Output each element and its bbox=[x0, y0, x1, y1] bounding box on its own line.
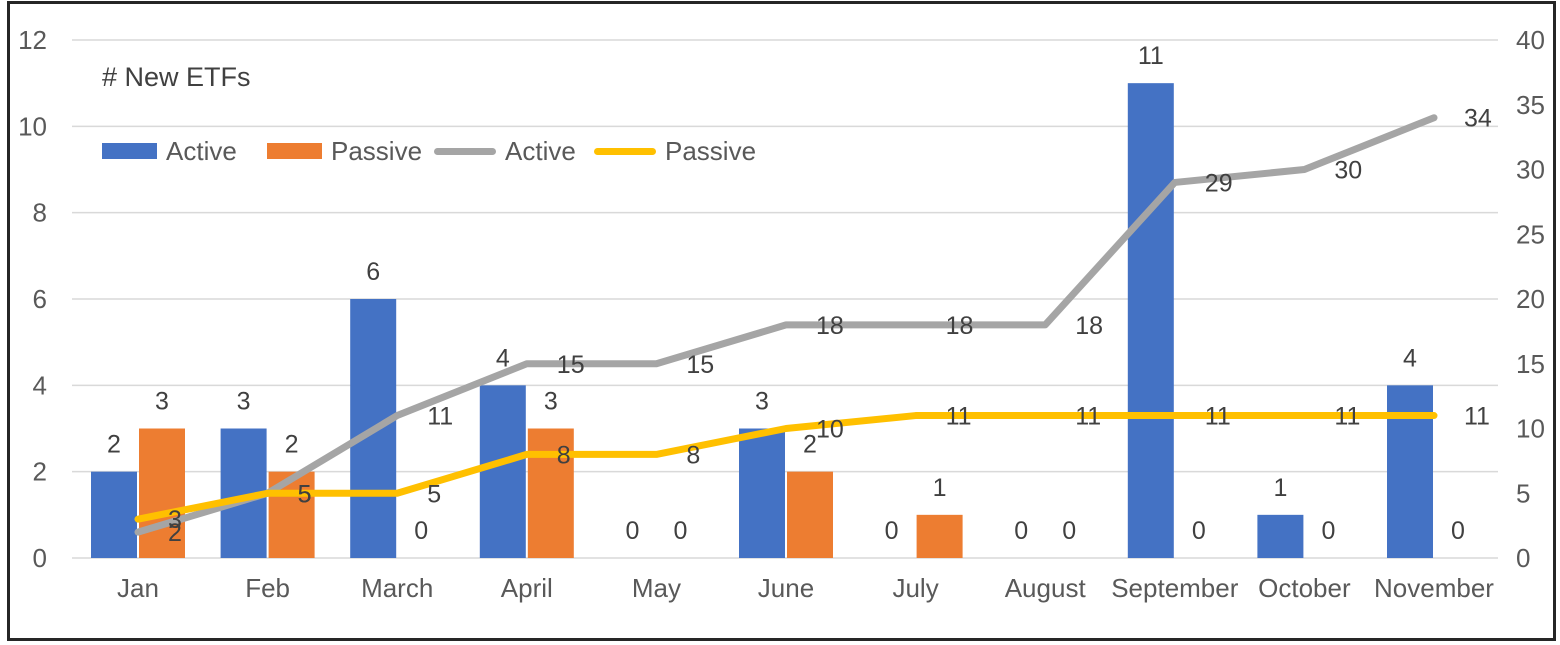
line-value-label: 11 bbox=[1464, 403, 1490, 431]
line-value-label: 30 bbox=[1334, 157, 1362, 185]
line-value-label: 18 bbox=[946, 312, 974, 340]
right-axis-tick-label: 5 bbox=[1516, 478, 1530, 508]
bar-value-label: 0 bbox=[1192, 517, 1206, 545]
bar-value-label: 1 bbox=[1273, 474, 1287, 502]
x-axis-label: June bbox=[758, 573, 814, 603]
bar-active bbox=[739, 428, 785, 558]
bar-value-label: 0 bbox=[1321, 517, 1335, 545]
bar-passive bbox=[787, 471, 833, 558]
left-axis-tick-label: 12 bbox=[18, 25, 47, 55]
bar-value-label: 0 bbox=[1451, 517, 1465, 545]
left-axis-tick-label: 4 bbox=[33, 370, 47, 400]
legend-item-line-passive: Passive bbox=[594, 136, 756, 166]
line-value-label: 15 bbox=[686, 351, 714, 379]
line-value-label: 5 bbox=[298, 480, 312, 508]
bar-value-label: 11 bbox=[1138, 42, 1164, 70]
x-axis-label: April bbox=[501, 573, 553, 603]
bar-value-label: 0 bbox=[625, 517, 639, 545]
line-value-label: 11 bbox=[1205, 403, 1231, 431]
x-axis-label: March bbox=[361, 573, 433, 603]
bar-value-label: 0 bbox=[673, 517, 687, 545]
legend-line-swatch bbox=[594, 147, 656, 155]
bar-passive bbox=[916, 514, 963, 558]
right-axis-tick-label: 15 bbox=[1516, 349, 1545, 379]
line-value-label: 11 bbox=[946, 403, 972, 431]
line-value-label: 8 bbox=[686, 441, 700, 469]
left-axis-tick-label: 2 bbox=[33, 457, 47, 487]
bar-active bbox=[1387, 385, 1433, 558]
line-value-label: 11 bbox=[427, 403, 453, 431]
line-passive bbox=[134, 412, 1438, 523]
bar-value-label: 2 bbox=[803, 431, 817, 459]
bar-passive bbox=[527, 428, 574, 558]
legend-label: Passive bbox=[665, 135, 757, 166]
bar-value-label: 0 bbox=[414, 517, 428, 545]
right-axis-tick-label: 10 bbox=[1516, 414, 1545, 444]
bar-value-label: 0 bbox=[1062, 517, 1076, 545]
x-axis-label: July bbox=[892, 573, 938, 603]
left-axis-tick-label: 6 bbox=[33, 284, 47, 314]
bar-value-label: 3 bbox=[544, 388, 558, 416]
legend-bar-swatch bbox=[102, 143, 157, 159]
bar-value-label: 3 bbox=[755, 388, 769, 416]
bar-value-label: 4 bbox=[496, 344, 510, 372]
bar-value-label: 0 bbox=[1014, 517, 1028, 545]
bar-passive bbox=[139, 428, 185, 558]
bar-active bbox=[91, 471, 137, 558]
line-value-label: 15 bbox=[557, 351, 585, 379]
legend-bar-swatch bbox=[267, 143, 322, 159]
bar-active bbox=[1127, 83, 1174, 559]
left-axis-tick-label: 8 bbox=[33, 198, 47, 228]
right-axis-tick-label: 25 bbox=[1516, 219, 1545, 249]
legend: Active Passive Active Passive bbox=[10, 136, 1553, 166]
legend-line-swatch bbox=[434, 147, 496, 155]
line-active bbox=[134, 114, 1438, 536]
right-axis-tick-label: 30 bbox=[1516, 155, 1545, 185]
legend-label: Active bbox=[505, 135, 576, 166]
line-value-label: 18 bbox=[816, 312, 844, 340]
right-axis-tick-label: 35 bbox=[1516, 90, 1545, 120]
line-value-label: 34 bbox=[1464, 105, 1492, 133]
line-value-label: 11 bbox=[1334, 403, 1360, 431]
right-axis-tick-label: 0 bbox=[1516, 543, 1530, 573]
x-axis-label: September bbox=[1111, 573, 1239, 603]
chart-frame: # New ETFs Active Passive Active Passive 0 2… bbox=[7, 1, 1556, 641]
left-axis-tick-label: 10 bbox=[18, 111, 47, 141]
line-value-label: 10 bbox=[816, 416, 844, 444]
legend-item-bar-active: Active bbox=[102, 136, 237, 166]
x-axis-label: May bbox=[632, 573, 681, 603]
bar-active bbox=[479, 385, 526, 558]
bar-value-label: 0 bbox=[885, 517, 899, 545]
line-value-label: 2 bbox=[168, 519, 182, 547]
line-value-label: 5 bbox=[298, 480, 312, 508]
legend-label: Passive bbox=[331, 135, 423, 166]
x-axis-label: August bbox=[1005, 573, 1087, 603]
bar-active bbox=[1257, 514, 1304, 558]
right-axis-tick-label: 40 bbox=[1516, 25, 1545, 55]
bar-value-label: 1 bbox=[933, 474, 947, 502]
legend-label: Active bbox=[166, 135, 237, 166]
legend-item-bar-passive: Passive bbox=[267, 136, 422, 166]
bar-value-label: 2 bbox=[285, 431, 299, 459]
x-axis-label: November bbox=[1374, 573, 1494, 603]
bar-value-label: 2 bbox=[107, 431, 121, 459]
line-value-label: 18 bbox=[1075, 312, 1103, 340]
x-axis-label: Feb bbox=[245, 573, 290, 603]
line-value-label: 8 bbox=[557, 441, 571, 469]
bar-value-label: 4 bbox=[1403, 344, 1417, 372]
left-axis-tick-label: 0 bbox=[33, 543, 47, 573]
bar-value-label: 3 bbox=[237, 388, 251, 416]
bar-value-label: 3 bbox=[155, 388, 169, 416]
line-value-label: 5 bbox=[427, 480, 441, 508]
right-axis-tick-label: 20 bbox=[1516, 284, 1545, 314]
x-axis-label: October bbox=[1258, 573, 1351, 603]
x-axis-label: Jan bbox=[117, 573, 159, 603]
line-value-label: 11 bbox=[1075, 403, 1101, 431]
chart-title: # New ETFs bbox=[102, 62, 251, 92]
legend-item-line-active: Active bbox=[434, 136, 576, 166]
line-value-label: 3 bbox=[168, 506, 182, 534]
bar-value-label: 6 bbox=[366, 258, 380, 286]
line-value-label: 29 bbox=[1205, 169, 1233, 197]
